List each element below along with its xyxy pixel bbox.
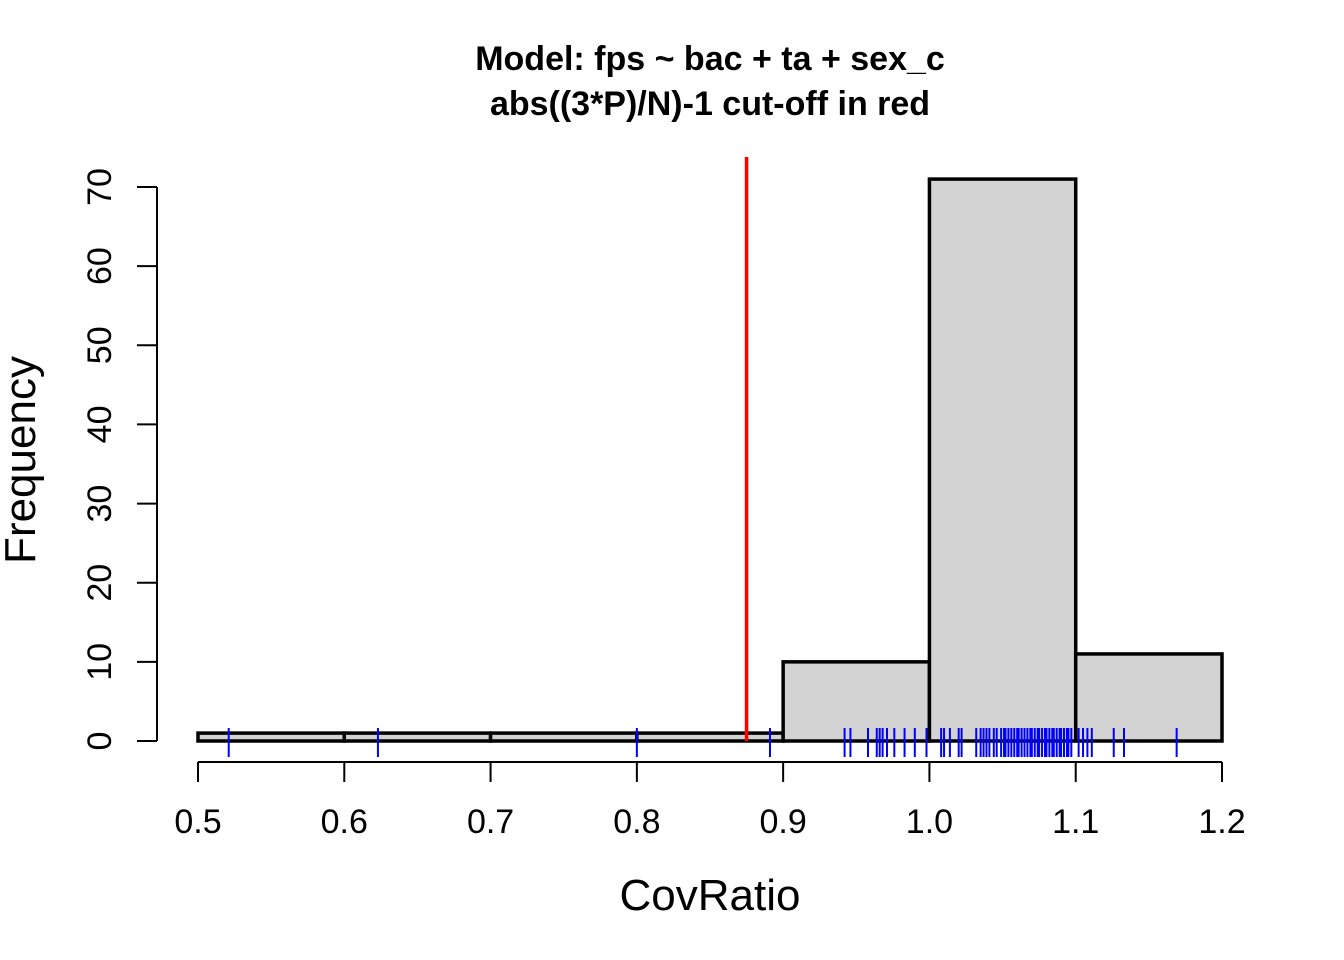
histogram-bar [342, 731, 493, 743]
chart-title: Model: fps ~ bac + ta + sex_c [475, 40, 945, 78]
chart-subtitle: abs((3*P)/N)-1 cut-off in red [490, 85, 930, 123]
y-tick-label: 60 [81, 247, 119, 285]
x-tick-label: 0.5 [174, 803, 221, 841]
x-axis-label: CovRatio [620, 871, 801, 920]
y-tick-label: 40 [81, 406, 119, 444]
x-tick-label: 0.9 [760, 803, 807, 841]
x-tick-label: 0.8 [613, 803, 660, 841]
x-tick-label: 0.7 [467, 803, 514, 841]
y-axis: 0 10 20 30 40 50 60 70 [81, 168, 158, 751]
histogram-bars [196, 177, 1224, 743]
histogram-bar [488, 731, 639, 743]
histogram-bar [635, 731, 785, 743]
y-tick-label: 0 [81, 732, 119, 751]
histogram-bar [781, 660, 932, 743]
y-tick-label: 50 [81, 326, 119, 364]
histogram-bar [196, 731, 347, 743]
y-tick-label: 70 [81, 168, 119, 206]
rug-marks [227, 728, 1178, 757]
x-tick-label: 0.6 [321, 803, 368, 841]
histogram-bar [1073, 652, 1224, 743]
x-axis: 0.5 0.6 0.7 0.8 0.9 1.0 1.1 1.2 [174, 761, 1246, 841]
histogram-bar [927, 177, 1078, 743]
y-tick-label: 20 [81, 564, 119, 602]
x-tick-label: 1.1 [1052, 803, 1099, 841]
x-tick-label: 1.2 [1198, 803, 1245, 841]
y-tick-label: 30 [81, 485, 119, 523]
y-axis-label: Frequency [0, 356, 45, 564]
x-tick-label: 1.0 [906, 803, 953, 841]
y-tick-label: 10 [81, 643, 119, 681]
